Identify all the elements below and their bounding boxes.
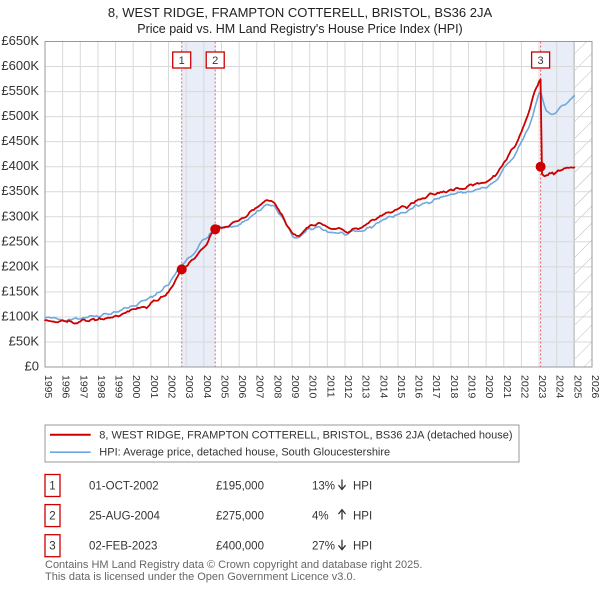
svg-text:1997: 1997 [77,375,89,399]
svg-text:2001: 2001 [148,375,160,399]
svg-text:2009: 2009 [289,375,301,399]
svg-text:£500K: £500K [1,108,39,123]
svg-text:2000: 2000 [130,375,142,399]
svg-text:2003: 2003 [183,375,195,399]
svg-text:2007: 2007 [254,375,266,399]
svg-text:27%: 27% [312,541,335,553]
svg-text:02-FEB-2023: 02-FEB-2023 [89,541,157,553]
svg-text:£400K: £400K [1,158,39,173]
svg-text:£650K: £650K [1,33,39,48]
svg-text:£275,000: £275,000 [216,511,264,523]
svg-text:2013: 2013 [360,375,372,399]
svg-text:Price paid vs. HM Land Registr: Price paid vs. HM Land Registry's House … [137,22,462,36]
svg-text:This data is licensed under th: This data is licensed under the Open Gov… [45,571,356,583]
svg-text:3: 3 [538,55,544,67]
svg-text:2019: 2019 [465,375,477,399]
svg-text:2017: 2017 [430,375,442,399]
svg-text:8, WEST RIDGE, FRAMPTON COTTER: 8, WEST RIDGE, FRAMPTON COTTERELL, BRIST… [99,429,512,441]
svg-text:2010: 2010 [307,375,319,399]
svg-text:1999: 1999 [113,375,125,399]
svg-text:1996: 1996 [60,375,72,399]
svg-text:£150K: £150K [1,283,39,298]
svg-text:£250K: £250K [1,233,39,248]
svg-text:1995: 1995 [42,375,54,399]
svg-text:2026: 2026 [589,375,600,399]
svg-text:HPI: HPI [353,511,372,523]
svg-text:2025: 2025 [571,375,583,399]
svg-text:2006: 2006 [236,375,248,399]
svg-text:Contains HM Land Registry data: Contains HM Land Registry data © Crown c… [45,559,422,571]
svg-text:2: 2 [212,55,218,67]
svg-text:2005: 2005 [218,375,230,399]
svg-text:1: 1 [49,481,55,493]
svg-text:2008: 2008 [271,375,283,399]
svg-text:2018: 2018 [448,375,460,399]
svg-text:2011: 2011 [324,375,336,398]
svg-text:2021: 2021 [501,375,513,399]
svg-text:HPI: HPI [353,541,372,553]
svg-text:£550K: £550K [1,83,39,98]
svg-text:2002: 2002 [166,375,178,399]
svg-text:HPI: Average price, detached h: HPI: Average price, detached house, Sout… [99,447,390,459]
svg-text:£100K: £100K [1,308,39,323]
svg-text:8, WEST RIDGE, FRAMPTON COTTER: 8, WEST RIDGE, FRAMPTON COTTERELL, BRIST… [108,5,493,20]
svg-text:4%: 4% [312,511,329,523]
svg-text:£0: £0 [25,359,39,374]
svg-text:01-OCT-2002: 01-OCT-2002 [89,481,159,493]
svg-text:3: 3 [49,541,55,553]
svg-text:2014: 2014 [377,375,389,399]
svg-text:£400,000: £400,000 [216,541,264,553]
svg-text:2004: 2004 [201,375,213,399]
svg-text:£450K: £450K [1,133,39,148]
svg-text:2022: 2022 [518,375,530,399]
svg-text:2024: 2024 [554,375,566,399]
svg-text:13%: 13% [312,481,335,493]
svg-text:2023: 2023 [536,375,548,399]
svg-text:£600K: £600K [1,58,39,73]
svg-text:2016: 2016 [413,375,425,399]
svg-text:2015: 2015 [395,375,407,399]
svg-text:£50K: £50K [9,333,40,348]
svg-text:2012: 2012 [342,375,354,399]
svg-text:1998: 1998 [95,375,107,399]
svg-text:£350K: £350K [1,183,39,198]
svg-text:2020: 2020 [483,375,495,399]
svg-text:£195,000: £195,000 [216,481,264,493]
svg-text:1: 1 [179,55,185,67]
svg-text:HPI: HPI [353,481,372,493]
svg-text:£200K: £200K [1,258,39,273]
svg-text:£300K: £300K [1,208,39,223]
svg-text:25-AUG-2004: 25-AUG-2004 [89,511,161,523]
svg-text:2: 2 [49,511,55,523]
